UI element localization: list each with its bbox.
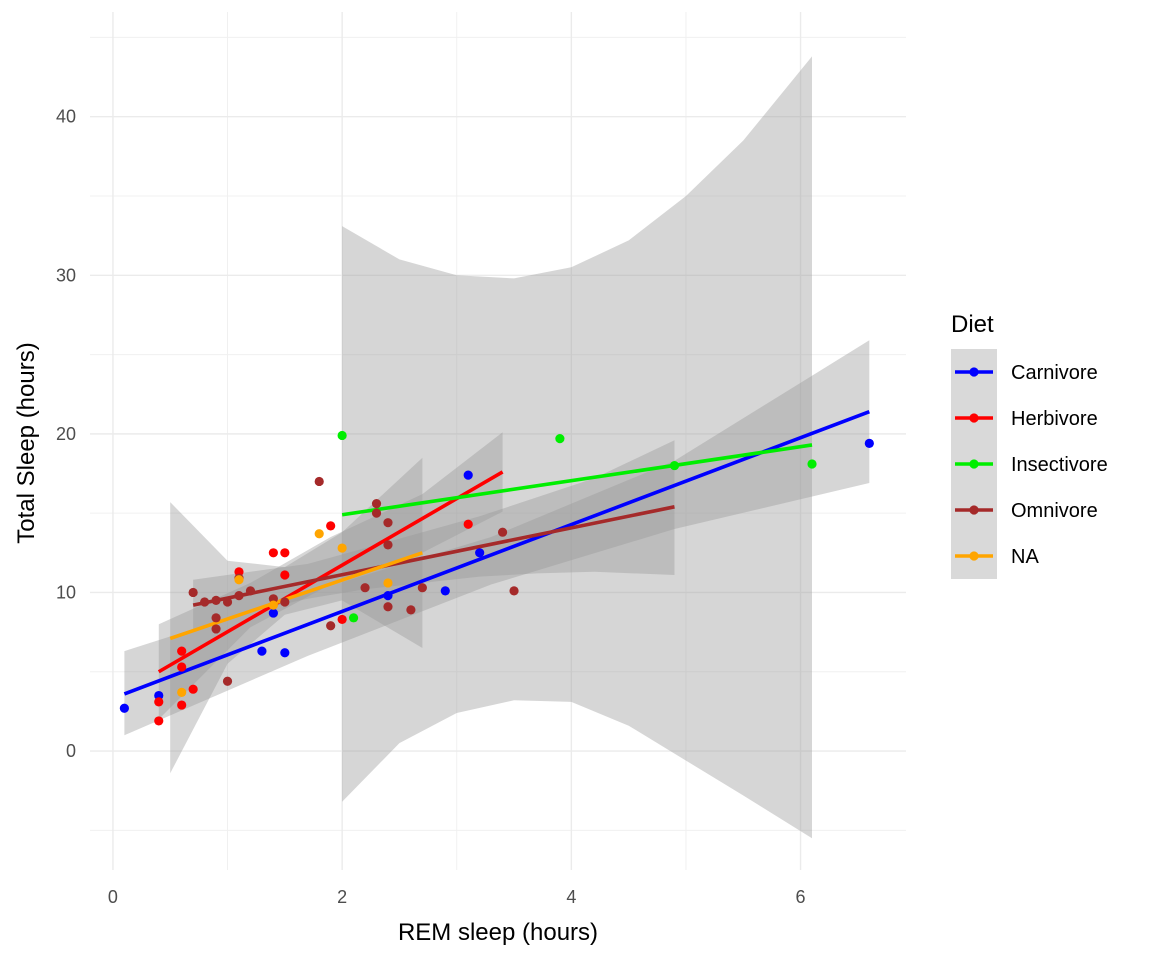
confidence-band-carnivore bbox=[124, 340, 870, 736]
data-point-insectivore bbox=[807, 459, 817, 469]
data-point-omnivore bbox=[509, 586, 519, 596]
legend-entries: Carnivore Herbivore Insectivore Omnivore NA bbox=[951, 349, 1108, 579]
trend-line-insectivore bbox=[341, 443, 813, 517]
y-tick-label: 30 bbox=[56, 265, 76, 285]
data-point-herbivore bbox=[154, 697, 164, 707]
data-point-omnivore bbox=[222, 597, 233, 607]
legend-label: Insectivore bbox=[1011, 454, 1108, 476]
data-point-omnivore bbox=[200, 597, 210, 607]
data-point-omnivore bbox=[497, 527, 508, 537]
trend-line-herbivore bbox=[157, 470, 504, 674]
data-point-insectivore bbox=[337, 430, 347, 441]
x-tick-label: 0 bbox=[108, 887, 118, 907]
grid-minor bbox=[90, 12, 906, 870]
x-tick-label: 6 bbox=[796, 887, 806, 907]
data-point-carnivore bbox=[475, 548, 485, 558]
data-point-herbivore bbox=[280, 570, 290, 580]
x-axis-title: REM sleep (hours) bbox=[398, 919, 598, 946]
data-point-carnivore bbox=[440, 586, 450, 596]
legend-key-point bbox=[969, 551, 979, 561]
data-point-omnivore bbox=[211, 613, 221, 623]
data-point-insectivore bbox=[555, 434, 565, 444]
confidence-band-insectivore bbox=[342, 56, 812, 839]
data-point-carnivore bbox=[257, 646, 267, 656]
data-point-omnivore bbox=[234, 591, 244, 601]
x-tick-label: 2 bbox=[337, 887, 347, 907]
confidence-bands bbox=[124, 56, 870, 839]
data-point-carnivore bbox=[154, 690, 164, 701]
plot-panel bbox=[90, 12, 906, 870]
trend-line-carnivore bbox=[123, 409, 870, 696]
trend-line-omnivore bbox=[192, 505, 675, 607]
data-point-omnivore bbox=[383, 602, 393, 612]
data-point-herbivore bbox=[268, 548, 278, 558]
x-tick-label: 4 bbox=[566, 887, 576, 907]
data-point-herbivore bbox=[188, 684, 198, 694]
data-point-na bbox=[383, 578, 393, 588]
data-point-herbivore bbox=[280, 548, 290, 558]
data-point-omnivore bbox=[188, 587, 198, 598]
data-point-omnivore bbox=[222, 676, 233, 686]
trend-lines bbox=[123, 409, 870, 696]
y-axis-title: Total Sleep (hours) bbox=[13, 342, 40, 543]
data-point-herbivore bbox=[177, 646, 187, 656]
data-point-carnivore bbox=[268, 608, 278, 618]
data-point-carnivore bbox=[383, 591, 393, 601]
y-tick-label: 20 bbox=[56, 424, 76, 444]
data-point-omnivore bbox=[245, 586, 256, 596]
legend-label: Herbivore bbox=[1011, 408, 1098, 430]
data-point-na bbox=[314, 529, 324, 539]
data-point-herbivore bbox=[326, 521, 336, 531]
legend-label: Carnivore bbox=[1011, 362, 1098, 384]
legend: Diet Carnivore Herbivore Insectivore Omnivo… bbox=[951, 311, 1108, 579]
data-point-na bbox=[177, 687, 187, 697]
data-point-omnivore bbox=[211, 595, 221, 605]
data-point-omnivore bbox=[360, 583, 370, 593]
data-point-omnivore bbox=[268, 594, 278, 604]
data-point-omnivore bbox=[383, 540, 393, 550]
data-point-omnivore bbox=[326, 621, 336, 631]
grid-major bbox=[90, 12, 906, 870]
y-tick-labels: 0 10 20 30 40 bbox=[56, 107, 76, 761]
data-points bbox=[119, 430, 874, 726]
data-point-na bbox=[268, 600, 278, 610]
data-point-omnivore bbox=[314, 476, 324, 487]
data-point-omnivore bbox=[371, 508, 382, 518]
data-point-herbivore bbox=[337, 614, 347, 625]
data-point-omnivore bbox=[417, 583, 427, 593]
y-tick-label: 40 bbox=[56, 107, 76, 127]
data-point-herbivore bbox=[154, 716, 164, 726]
data-point-herbivore bbox=[177, 662, 187, 672]
legend-key-point bbox=[969, 367, 979, 377]
legend-key-point bbox=[969, 413, 979, 423]
data-point-omnivore bbox=[383, 518, 393, 528]
legend-key-point bbox=[969, 459, 979, 469]
confidence-band-omnivore bbox=[193, 440, 675, 633]
data-point-carnivore bbox=[280, 648, 290, 658]
data-point-na bbox=[234, 575, 244, 585]
legend-label: Omnivore bbox=[1011, 500, 1098, 522]
legend-label: NA bbox=[1011, 546, 1039, 568]
trend-line-na bbox=[169, 551, 423, 641]
data-point-carnivore bbox=[119, 703, 129, 713]
data-point-omnivore bbox=[406, 605, 416, 615]
data-point-omnivore bbox=[211, 624, 221, 634]
y-tick-label: 0 bbox=[66, 741, 76, 761]
confidence-band-na bbox=[170, 457, 423, 774]
data-point-herbivore bbox=[234, 567, 244, 577]
data-point-carnivore bbox=[463, 470, 473, 480]
data-point-insectivore bbox=[669, 460, 680, 471]
legend-title: Diet bbox=[951, 311, 994, 338]
data-point-herbivore bbox=[177, 700, 187, 710]
data-point-herbivore bbox=[463, 519, 473, 529]
data-point-na bbox=[337, 543, 347, 553]
data-point-insectivore bbox=[348, 613, 359, 623]
data-point-omnivore bbox=[371, 499, 382, 509]
x-tick-labels: 0 2 4 6 bbox=[108, 887, 806, 907]
data-point-carnivore bbox=[864, 438, 874, 448]
data-point-omnivore bbox=[280, 597, 290, 607]
y-tick-label: 10 bbox=[56, 582, 76, 602]
legend-key-point bbox=[969, 505, 979, 515]
